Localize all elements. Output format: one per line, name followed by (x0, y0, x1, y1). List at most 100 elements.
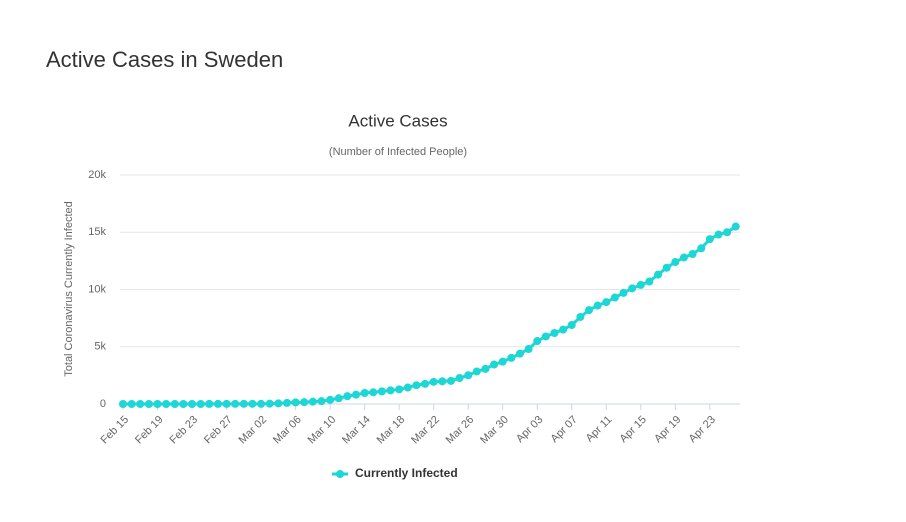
point (438, 377, 447, 386)
y-tick-label: 0 (100, 398, 106, 410)
point (490, 360, 499, 369)
chart-subtitle: (Number of Infected People) (329, 146, 467, 158)
point (188, 399, 197, 408)
point (697, 244, 706, 253)
point (360, 388, 369, 397)
x-tick-label: Apr 03 (514, 414, 545, 445)
page-title: Active Cases in Sweden (46, 47, 283, 72)
point (472, 367, 481, 376)
point (248, 399, 257, 408)
y-tick-label: 20k (88, 169, 106, 181)
point (257, 399, 266, 408)
point (464, 371, 473, 380)
point (231, 399, 240, 408)
point (213, 399, 222, 408)
y-axis-label: Total Coronavirus Currently Infected (63, 201, 75, 376)
point (421, 379, 430, 388)
x-tick-label: Mar 10 (306, 414, 339, 447)
point (265, 399, 274, 408)
point (654, 270, 663, 279)
point (352, 390, 361, 399)
point (498, 357, 507, 366)
point (205, 399, 214, 408)
chart-title: Active Cases (348, 111, 447, 130)
x-tick-label: Mar 22 (409, 414, 442, 447)
x-tick-label: Mar 06 (271, 414, 304, 447)
point (300, 398, 309, 407)
series-line (123, 225, 737, 406)
x-tick-label: Mar 02 (237, 414, 270, 447)
y-tick-label: 5k (94, 341, 106, 353)
point (386, 386, 395, 395)
point (395, 385, 404, 394)
point (153, 399, 162, 408)
point (602, 298, 611, 307)
point (343, 392, 352, 401)
point (412, 381, 421, 390)
x-tick-label: Feb 19 (133, 414, 166, 447)
point (550, 329, 559, 338)
point (455, 373, 464, 382)
y-tick-label: 10k (88, 283, 106, 295)
point (239, 399, 248, 408)
point (645, 277, 654, 286)
x-tick-label: Feb 23 (168, 414, 201, 447)
point (429, 377, 438, 386)
point (196, 399, 205, 408)
legend-marker (336, 470, 344, 478)
point (585, 306, 594, 315)
point (446, 376, 455, 385)
point (317, 397, 326, 406)
point (136, 399, 145, 408)
x-tick-label: Apr 23 (687, 414, 718, 445)
point (524, 345, 533, 354)
x-tick-label: Mar 18 (375, 414, 408, 447)
point (162, 399, 171, 408)
point (567, 320, 576, 329)
point (628, 284, 637, 293)
x-tick-label: Mar 26 (444, 414, 477, 447)
point (619, 288, 628, 297)
point (291, 398, 300, 407)
point (507, 353, 516, 362)
legend-label: Currently Infected (355, 466, 458, 480)
x-tick-label: Apr 19 (652, 414, 683, 445)
point (671, 258, 680, 267)
point (679, 253, 688, 262)
point (170, 399, 179, 408)
point (533, 337, 542, 346)
point (610, 293, 619, 302)
point (541, 332, 550, 341)
point (308, 397, 317, 406)
point (119, 399, 127, 408)
point (705, 235, 714, 244)
point (144, 399, 153, 408)
point (576, 312, 585, 321)
x-tick-label: Mar 14 (340, 414, 373, 447)
point (559, 325, 568, 334)
point (731, 222, 740, 231)
point (274, 399, 283, 408)
point (377, 387, 386, 396)
point (282, 398, 291, 407)
x-tick-label: Feb 27 (202, 414, 235, 447)
point (222, 399, 231, 408)
x-tick-label: Feb 15 (98, 414, 131, 447)
x-tick-label: Apr 11 (584, 414, 615, 445)
point (593, 301, 602, 310)
x-tick-label: Apr 07 (549, 414, 580, 445)
point (179, 399, 188, 408)
point (723, 228, 732, 237)
point (326, 395, 335, 404)
point (662, 263, 671, 272)
point (403, 383, 412, 392)
point (636, 280, 645, 289)
point (714, 230, 723, 239)
y-tick-label: 15k (88, 226, 106, 238)
point (481, 364, 490, 373)
point (688, 250, 697, 259)
point (515, 349, 524, 358)
x-tick-label: Mar 30 (478, 414, 511, 447)
